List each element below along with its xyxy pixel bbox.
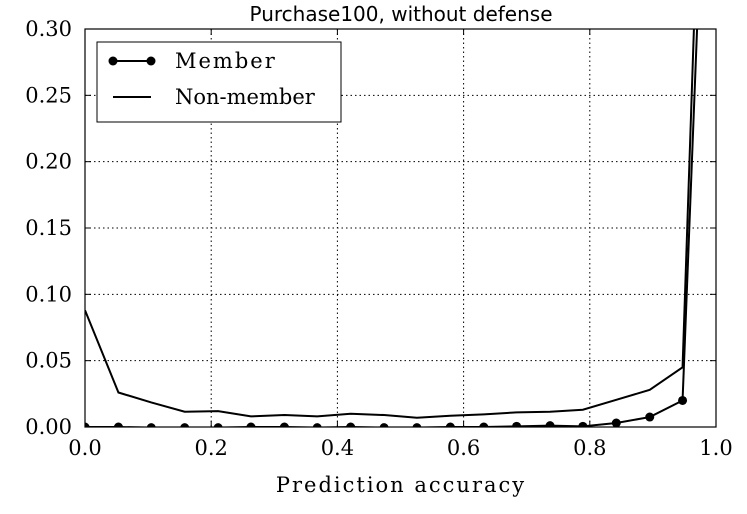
member-point <box>346 422 356 427</box>
series-layer <box>85 29 699 427</box>
member-point <box>611 418 621 427</box>
x-tick-label: 0.2 <box>194 436 227 460</box>
member-point <box>379 423 389 427</box>
member-point <box>678 395 688 405</box>
y-tick-label: 0.10 <box>25 282 72 306</box>
member-point <box>645 412 655 422</box>
member-point <box>479 422 489 427</box>
x-tick-label: 1.0 <box>699 436 732 460</box>
legend-member-label: Member <box>175 49 277 73</box>
member-point <box>445 422 455 427</box>
member-point <box>412 423 422 427</box>
y-tick-label: 0.20 <box>25 150 72 174</box>
y-tick-label: 0.30 <box>25 17 72 41</box>
chart-title: Purchase100, without defense <box>250 2 553 26</box>
member-point <box>312 423 322 427</box>
member-point <box>512 421 522 427</box>
legend-box <box>96 41 342 123</box>
member-point <box>180 423 190 427</box>
legend: Member Non-member <box>96 41 342 123</box>
member-point <box>85 422 90 427</box>
y-tick-label: 0.00 <box>25 415 72 439</box>
axis-ticks: 0.0 0.2 0.4 0.6 0.8 1.0 0.00 0.05 0.10 0.15 0.20 0.… <box>25 17 732 460</box>
legend-member-marker <box>146 56 156 66</box>
member-point <box>113 422 123 427</box>
y-tick-label: 0.15 <box>25 216 72 240</box>
x-tick-label: 0.6 <box>447 436 480 460</box>
x-axis-label: Prediction accuracy <box>276 473 526 497</box>
member-point <box>146 423 156 427</box>
member-point <box>545 421 555 427</box>
legend-non-member-label: Non-member <box>175 85 316 109</box>
y-tick-label: 0.05 <box>25 349 72 373</box>
non-member-line <box>85 29 695 419</box>
x-tick-label: 0.4 <box>321 436 354 460</box>
x-tick-label: 0.0 <box>68 436 101 460</box>
member-point <box>213 423 223 427</box>
legend-member-marker <box>108 56 118 66</box>
plot-area <box>85 29 699 427</box>
plot-frame <box>84 28 717 428</box>
member-point <box>578 421 588 427</box>
x-tick-label: 0.8 <box>573 436 606 460</box>
member-point <box>279 422 289 427</box>
member-point <box>246 422 256 427</box>
member-line <box>85 29 699 427</box>
y-tick-label: 0.25 <box>25 83 72 107</box>
